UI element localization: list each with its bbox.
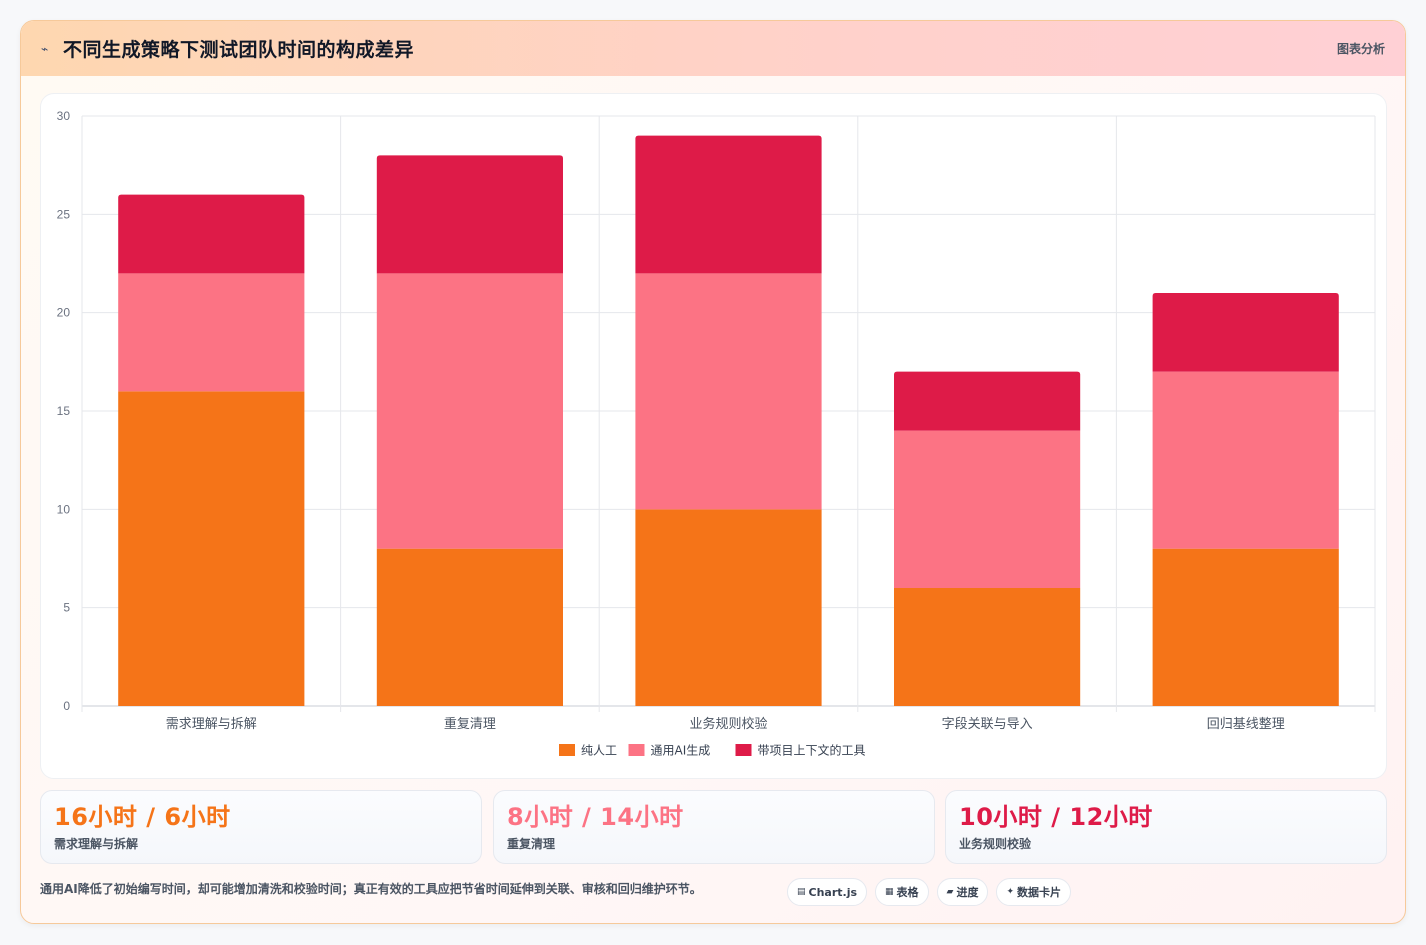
x-tick-label: 需求理解与拆解 <box>166 717 257 732</box>
bar-segment <box>376 548 563 706</box>
chip-list: ▤ Chart.js ▦ 表格 ▰ 进度 ✦ 数据卡片 <box>787 878 1072 906</box>
y-tick-label: 20 <box>57 306 71 320</box>
y-tick-label: 15 <box>57 404 71 418</box>
x-tick-label: 回归基线整理 <box>1207 717 1285 732</box>
bar-segment <box>1152 293 1339 372</box>
chip-label: 表格 <box>896 886 919 899</box>
bar-segment <box>118 273 305 392</box>
chart-card: ⌁ 不同生成策略下测试团队时间的构成差异 图表分析 0 5 10 15 20 25 30 需求… <box>20 20 1406 924</box>
stat-card: 16小时 / 6小时 需求理解与拆解 <box>40 790 482 864</box>
stat-label: 需求理解与拆解 <box>54 837 139 851</box>
chip-label: 数据卡片 <box>1017 886 1062 899</box>
footer-note: 通用AI降低了初始编写时间，却可能增加清洗和校验时间；真正有效的工具应把节省时间… <box>40 882 702 896</box>
legend-swatch <box>735 744 752 756</box>
bar-segment <box>376 155 563 274</box>
legend-swatch <box>559 744 575 756</box>
bar-segment <box>894 588 1081 706</box>
legend-swatch <box>628 744 645 756</box>
bar-segment <box>894 430 1081 588</box>
bar-segment <box>118 391 305 706</box>
chart-icon: ▤ <box>797 887 806 897</box>
stat-label: 业务规则校验 <box>959 837 1032 851</box>
stat-row: 16小时 / 6小时 需求理解与拆解 8小时 / 14小时 重复清理 10小时 … <box>40 790 1387 864</box>
stacked-bar-chart: 0 5 10 15 20 25 30 需求理解与拆解 重复清理 业务规则校验 字段关联与导入 回归基线… <box>57 109 1376 758</box>
legend-label: 通用AI生成 <box>651 744 711 758</box>
chip-chart[interactable]: ▤ Chart.js <box>787 878 868 906</box>
legend-label: 带项目上下文的工具 <box>758 743 866 758</box>
y-tick-label: 10 <box>57 502 71 516</box>
chip-table[interactable]: ▦ 表格 <box>875 878 929 906</box>
bar-segment <box>635 509 822 706</box>
progress-icon: ▰ <box>946 887 954 897</box>
x-tick-label: 业务规则校验 <box>689 716 767 732</box>
stat-label: 重复清理 <box>507 837 556 851</box>
chart-spark-icon: ⌁ <box>41 41 49 56</box>
bar-segment <box>1152 371 1339 549</box>
bar-segment <box>894 371 1081 431</box>
page-title: 不同生成策略下测试团队时间的构成差异 <box>63 39 415 61</box>
card-footer: 通用AI降低了初始编写时间，却可能增加清洗和校验时间；真正有效的工具应把节省时间… <box>40 876 1387 908</box>
y-tick-label: 5 <box>63 601 70 615</box>
title-wrap: ⌁ 不同生成策略下测试团队时间的构成差异 <box>41 35 414 62</box>
stat-card: 10小时 / 12小时 业务规则校验 <box>945 790 1387 864</box>
x-tick-label: 字段关联与导入 <box>942 717 1033 732</box>
chip-label: Chart.js <box>808 885 858 899</box>
stat-value: 10小时 / 12小时 <box>959 803 1153 831</box>
stat-value: 8小时 / 14小时 <box>507 803 684 831</box>
chart-panel: 0 5 10 15 20 25 30 需求理解与拆解 重复清理 业务规则校验 字段关联与导入 回归基线… <box>40 93 1387 779</box>
stat-card: 8小时 / 14小时 重复清理 <box>493 790 935 864</box>
card-icon: ✦ <box>1006 887 1015 897</box>
x-tick-label: 重复清理 <box>444 716 496 732</box>
legend-label: 纯人工 <box>581 744 617 758</box>
y-tick-label: 25 <box>57 207 71 221</box>
bar-segment <box>1152 548 1339 706</box>
stat-value: 16小时 / 6小时 <box>54 803 231 831</box>
header-tag: 图表分析 <box>1336 42 1385 56</box>
bar-segment <box>635 135 822 274</box>
table-icon: ▦ <box>885 887 894 897</box>
bar-segment <box>118 194 305 274</box>
y-tick-label: 30 <box>57 109 71 123</box>
bar-segment <box>376 273 563 549</box>
chip-label: 进度 <box>956 886 979 899</box>
bar-segment <box>635 273 822 510</box>
chip-data-card[interactable]: ✦ 数据卡片 <box>996 878 1072 906</box>
chip-progress[interactable]: ▰ 进度 <box>936 878 989 906</box>
y-tick-label: 0 <box>63 699 70 713</box>
card-header: ⌁ 不同生成策略下测试团队时间的构成差异 图表分析 <box>21 21 1405 76</box>
